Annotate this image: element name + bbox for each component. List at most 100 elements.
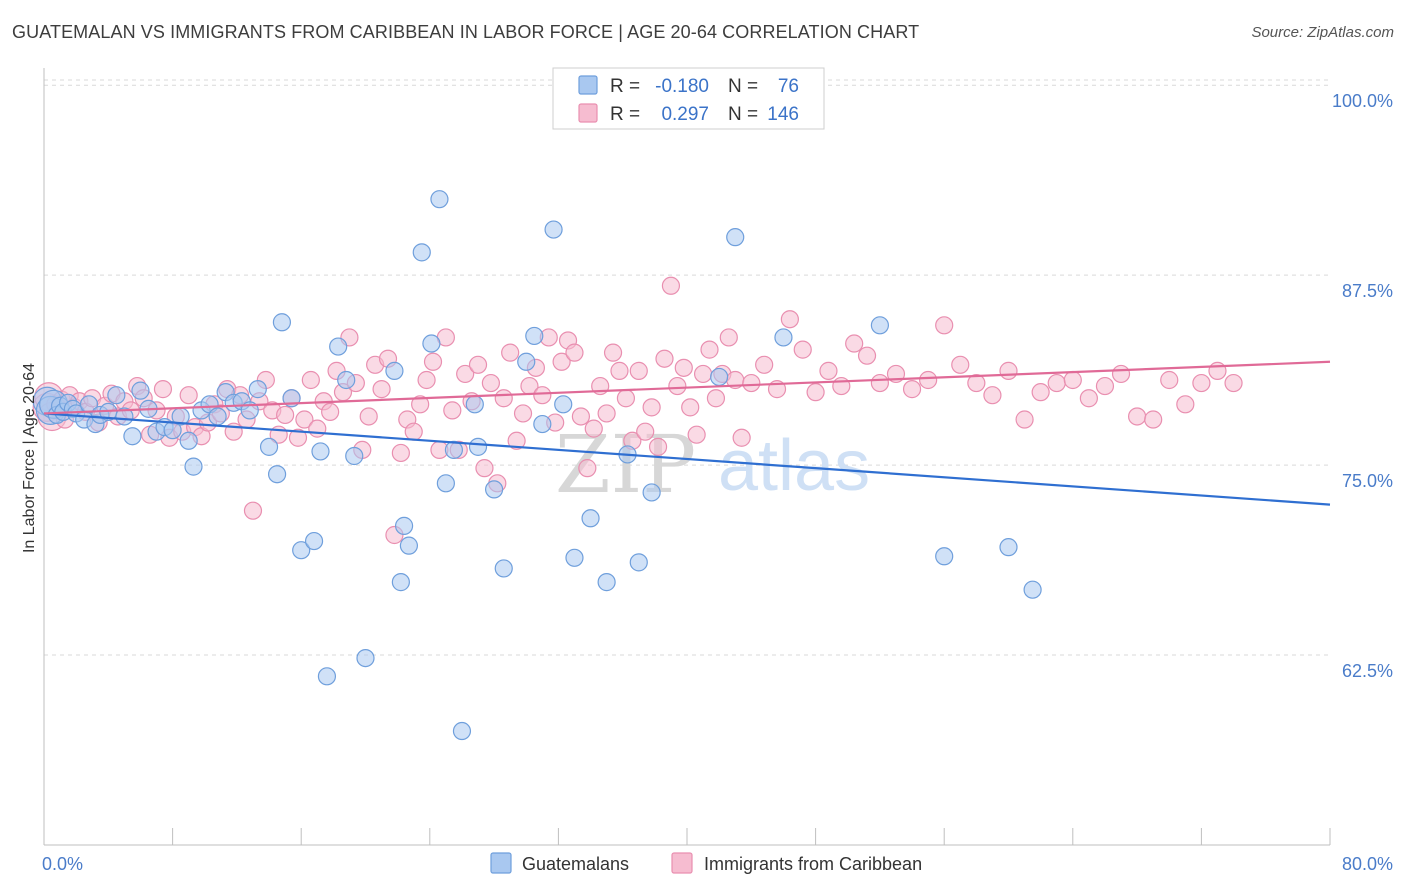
point-guatemalans-10 bbox=[79, 395, 99, 414]
point-caribbean-131 bbox=[999, 361, 1018, 380]
y-tick-label-1: 87.5% bbox=[1342, 281, 1393, 301]
point-caribbean-72 bbox=[475, 459, 494, 478]
point-caribbean-76 bbox=[501, 343, 520, 362]
point-guatemalans-66 bbox=[597, 573, 616, 592]
source-credit: Source: ZipAtlas.com bbox=[1251, 24, 1394, 41]
point-guatemalans-32 bbox=[248, 380, 267, 399]
point-caribbean-97 bbox=[636, 422, 655, 441]
point-caribbean-108 bbox=[706, 389, 726, 408]
point-caribbean-56 bbox=[372, 380, 391, 399]
point-guatemalans-49 bbox=[412, 243, 431, 262]
bottom-legend-label-guatemalans: Guatemalans bbox=[522, 854, 629, 874]
series-guatemalans-points bbox=[32, 190, 1042, 741]
point-caribbean-130 bbox=[983, 386, 1002, 405]
point-caribbean-101 bbox=[661, 276, 681, 295]
legend-n-label-1: N = bbox=[728, 104, 758, 125]
point-guatemalans-43 bbox=[345, 446, 364, 466]
chart-title: GUATEMALAN VS IMMIGRANTS FROM CARIBBEAN … bbox=[12, 22, 920, 42]
point-guatemalans-76 bbox=[1023, 580, 1042, 599]
point-caribbean-127 bbox=[935, 316, 954, 335]
legend-r-value-0: -0.180 bbox=[655, 76, 709, 97]
point-caribbean-86 bbox=[565, 343, 584, 362]
point-guatemalans-42 bbox=[337, 370, 356, 390]
point-caribbean-71 bbox=[468, 355, 488, 374]
point-caribbean-87 bbox=[571, 407, 591, 426]
point-caribbean-102 bbox=[668, 376, 687, 396]
point-guatemalans-47 bbox=[394, 516, 414, 535]
point-guatemalans-39 bbox=[311, 442, 330, 461]
point-guatemalans-46 bbox=[391, 573, 410, 592]
point-caribbean-63 bbox=[417, 370, 436, 390]
y-axis-title: In Labor Force | Age 20-64 bbox=[21, 363, 38, 553]
point-caribbean-98 bbox=[642, 398, 661, 417]
point-guatemalans-73 bbox=[870, 316, 890, 335]
point-guatemalans-60 bbox=[525, 326, 544, 346]
point-guatemalans-59 bbox=[517, 352, 536, 371]
point-guatemalans-51 bbox=[430, 190, 449, 209]
point-caribbean-138 bbox=[1111, 364, 1131, 384]
point-guatemalans-54 bbox=[452, 721, 472, 741]
x-tick-label-1: 80.0% bbox=[1342, 854, 1393, 874]
y-tick-label-0: 100.0% bbox=[1332, 91, 1393, 111]
point-guatemalans-65 bbox=[581, 509, 600, 528]
point-caribbean-45 bbox=[301, 370, 320, 390]
point-caribbean-103 bbox=[674, 358, 693, 377]
bottom-legend-swatch-guatemalans bbox=[490, 852, 512, 874]
point-guatemalans-52 bbox=[436, 474, 455, 493]
point-caribbean-144 bbox=[1208, 361, 1227, 380]
point-caribbean-119 bbox=[819, 361, 838, 380]
point-caribbean-44 bbox=[295, 410, 314, 429]
point-guatemalans-45 bbox=[385, 361, 404, 380]
point-guatemalans-16 bbox=[123, 427, 142, 446]
point-guatemalans-48 bbox=[399, 536, 419, 555]
point-caribbean-81 bbox=[533, 386, 552, 405]
point-caribbean-62 bbox=[411, 395, 430, 414]
point-guatemalans-63 bbox=[554, 395, 573, 414]
point-guatemalans-50 bbox=[422, 334, 441, 353]
point-caribbean-78 bbox=[513, 404, 533, 423]
legend-r-value-1: 0.297 bbox=[661, 104, 709, 125]
point-caribbean-64 bbox=[423, 352, 443, 371]
point-caribbean-123 bbox=[870, 373, 890, 393]
point-guatemalans-69 bbox=[642, 483, 661, 502]
point-caribbean-100 bbox=[655, 349, 674, 368]
point-caribbean-132 bbox=[1015, 410, 1034, 429]
point-caribbean-67 bbox=[443, 401, 462, 420]
point-caribbean-22 bbox=[153, 380, 173, 399]
point-caribbean-92 bbox=[603, 343, 623, 362]
point-caribbean-129 bbox=[967, 373, 986, 393]
point-caribbean-110 bbox=[719, 328, 738, 347]
point-guatemalans-55 bbox=[465, 395, 484, 414]
point-caribbean-69 bbox=[456, 364, 475, 384]
bottom-legend: Guatemalans Immigrants from Caribbean bbox=[490, 852, 922, 874]
point-caribbean-73 bbox=[481, 373, 500, 393]
point-caribbean-46 bbox=[308, 419, 327, 438]
point-caribbean-133 bbox=[1031, 383, 1050, 402]
bottom-legend-swatch-caribbean bbox=[671, 852, 693, 874]
point-caribbean-112 bbox=[732, 428, 751, 447]
point-caribbean-88 bbox=[578, 459, 597, 478]
point-guatemalans-27 bbox=[208, 407, 227, 426]
point-caribbean-121 bbox=[845, 334, 864, 353]
point-caribbean-113 bbox=[742, 373, 761, 393]
point-guatemalans-58 bbox=[494, 559, 513, 578]
point-caribbean-142 bbox=[1176, 395, 1195, 414]
point-guatemalans-33 bbox=[259, 437, 279, 456]
point-guatemalans-15 bbox=[115, 407, 134, 426]
point-caribbean-107 bbox=[700, 340, 719, 359]
legend-n-value-0: 76 bbox=[778, 76, 799, 97]
point-guatemalans-75 bbox=[999, 538, 1018, 557]
point-caribbean-89 bbox=[584, 419, 603, 438]
point-guatemalans-64 bbox=[565, 548, 584, 567]
point-caribbean-114 bbox=[755, 355, 774, 374]
point-guatemalans-38 bbox=[304, 531, 324, 551]
point-guatemalans-71 bbox=[726, 228, 745, 247]
point-guatemalans-57 bbox=[485, 480, 504, 499]
trend-line-caribbean bbox=[43, 360, 1331, 415]
point-caribbean-43 bbox=[288, 428, 308, 447]
point-caribbean-140 bbox=[1144, 410, 1163, 429]
point-caribbean-26 bbox=[179, 386, 198, 405]
trend-line-guatemalans bbox=[43, 412, 1331, 506]
point-guatemalans-14 bbox=[107, 386, 126, 405]
